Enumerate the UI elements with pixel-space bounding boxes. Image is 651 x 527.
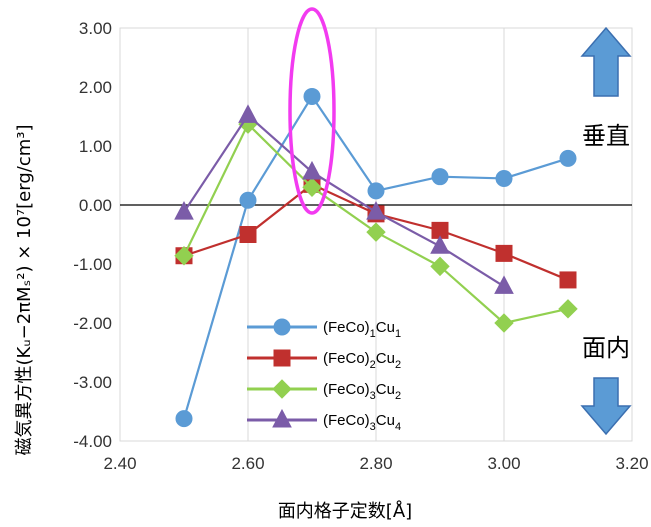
data-point-3-2 bbox=[302, 160, 322, 180]
y-axis-title: 磁気異方性(Kᵤ−2πMₛ²) × 10⁷[erg/cm³] bbox=[14, 125, 35, 456]
series-3 bbox=[174, 104, 514, 294]
data-point-2-3 bbox=[366, 222, 386, 242]
y-tick-label-7: -4.00 bbox=[73, 432, 112, 451]
x-tick-label-1: 2.60 bbox=[231, 454, 264, 473]
data-point-1-6 bbox=[559, 271, 577, 289]
data-point-2-2 bbox=[302, 177, 322, 198]
data-point-0-0 bbox=[175, 410, 193, 428]
data-point-0-5 bbox=[495, 169, 513, 187]
legend-label-2: (FeCo)3Cu2 bbox=[323, 381, 401, 402]
legend-item-1: (FeCo)2Cu2 bbox=[247, 349, 401, 371]
series-2 bbox=[174, 114, 578, 333]
legend-label-3: (FeCo)3Cu4 bbox=[323, 412, 401, 433]
highlight-ellipse bbox=[288, 7, 336, 215]
data-point-1-5 bbox=[495, 244, 513, 262]
legend-label-1: (FeCo)2Cu2 bbox=[323, 350, 401, 371]
legend-item-3: (FeCo)3Cu4 bbox=[247, 408, 401, 433]
data-point-0-1 bbox=[239, 191, 257, 209]
series bbox=[174, 87, 578, 428]
y-tick-label-6: -3.00 bbox=[73, 373, 112, 392]
y-ticks: 3.00 2.00 1.00 0.00 -1.00 -2.00 -3.00 -4.00 bbox=[73, 19, 112, 451]
legend: (FeCo)1Cu1 (FeCo)2Cu2 (FeCo)3Cu2 (FeCo)3Cu4 bbox=[247, 318, 401, 433]
data-point-3-3 bbox=[366, 201, 386, 220]
legend-item-0: (FeCo)1Cu1 bbox=[247, 318, 401, 340]
legend-marker-1 bbox=[273, 349, 291, 367]
legend-marker-0 bbox=[273, 318, 291, 336]
data-point-3-4 bbox=[430, 235, 450, 254]
data-point-3-1 bbox=[238, 104, 258, 123]
data-point-1-1 bbox=[239, 226, 257, 243]
data-point-2-6 bbox=[558, 299, 578, 319]
x-tick-label-3: 3.00 bbox=[487, 454, 520, 473]
legend-marker-3 bbox=[272, 408, 292, 428]
plot-area-border bbox=[119, 27, 633, 442]
legend-item-2: (FeCo)3Cu2 bbox=[247, 379, 401, 402]
arrow-down-icon bbox=[580, 377, 632, 436]
x-tick-label-2: 2.80 bbox=[359, 454, 392, 473]
data-point-3-5 bbox=[494, 275, 514, 294]
legend-label-0: (FeCo)1Cu1 bbox=[323, 319, 401, 340]
x-axis-title: 面内格子定数[Å] bbox=[278, 500, 412, 522]
x-tick-label-0: 2.40 bbox=[103, 454, 136, 473]
data-point-0-3 bbox=[367, 182, 385, 200]
x-tick-label-4: 3.20 bbox=[615, 454, 648, 473]
y-tick-label-3: 0.00 bbox=[79, 196, 112, 215]
data-point-3-0 bbox=[174, 201, 194, 220]
y-tick-label-0: 3.00 bbox=[79, 19, 112, 38]
y-tick-label-2: 1.00 bbox=[79, 137, 112, 156]
series-line-3 bbox=[183, 113, 505, 288]
data-point-2-5 bbox=[494, 313, 514, 333]
y-tick-label-4: -1.00 bbox=[73, 255, 112, 274]
data-point-0-6 bbox=[559, 149, 577, 167]
data-point-0-2 bbox=[303, 87, 321, 105]
data-point-2-4 bbox=[430, 256, 450, 277]
y-tick-label-1: 2.00 bbox=[79, 78, 112, 97]
data-point-2-0 bbox=[174, 246, 194, 266]
arrow-up-icon bbox=[580, 26, 632, 97]
in-plane-label: 面内 bbox=[582, 334, 630, 362]
y-tick-label-5: -2.00 bbox=[73, 314, 112, 333]
series-0 bbox=[175, 87, 577, 428]
legend-marker-2 bbox=[272, 379, 292, 399]
perpendicular-label: 垂直 bbox=[582, 122, 630, 150]
x-ticks: 2.40 2.60 2.80 3.00 3.20 bbox=[103, 454, 648, 473]
data-point-0-4 bbox=[431, 168, 449, 186]
